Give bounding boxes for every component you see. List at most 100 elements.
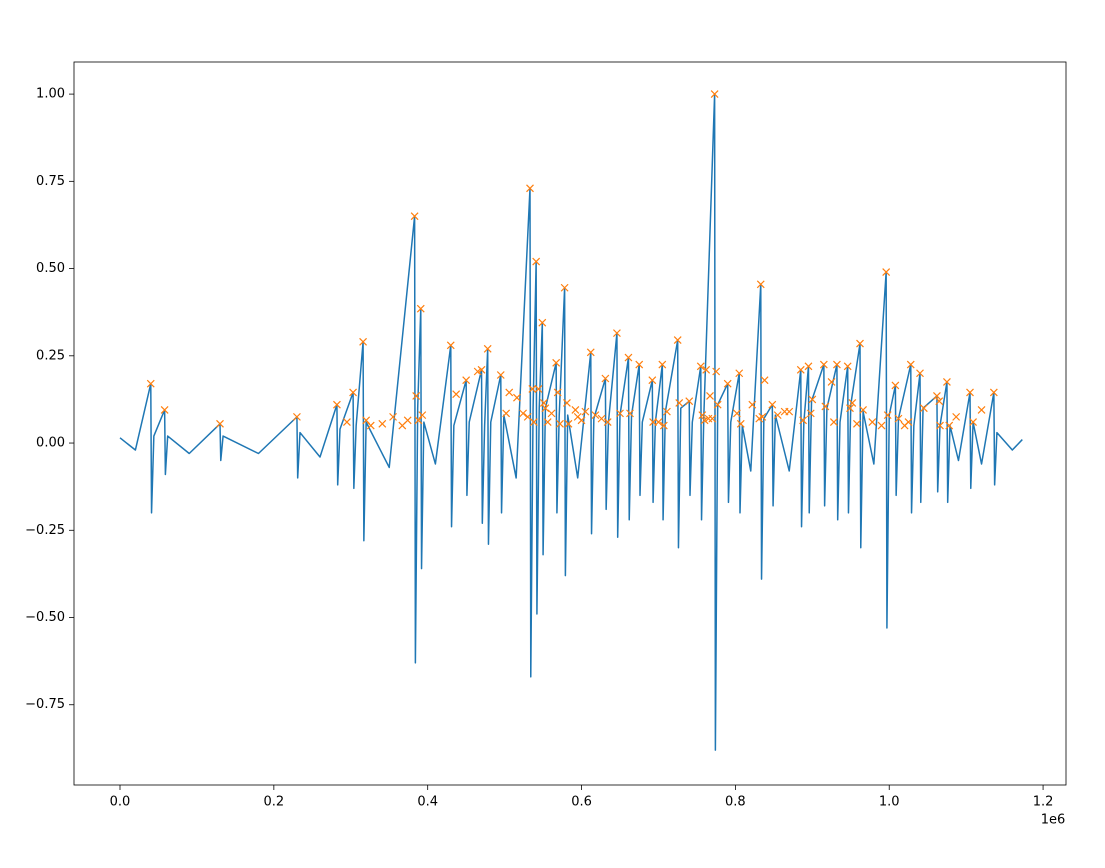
peak-marker [748,400,757,409]
peak-marker [601,374,610,383]
peak-marker [768,400,777,409]
peak-marker [868,418,877,427]
peak-marker [859,405,868,414]
peak-marker [952,412,961,421]
peak-marker [843,362,852,371]
peak-marker [832,360,841,369]
peak-marker [916,369,924,378]
peak-marker [846,404,854,413]
peak-marker [673,336,682,345]
x-offset-label: 1e6 [1041,813,1066,828]
peak-marker [418,411,427,420]
peak-marker [160,405,169,414]
peak-marker [529,418,538,427]
peak-marker [804,362,813,371]
peak-marker [552,358,561,367]
peak-marker [410,212,419,221]
peak-marker [882,268,891,276]
peak-marker [389,412,398,421]
x-tick-label: 0.0 [110,795,131,810]
peak-marker [827,378,836,386]
peak-marker [216,419,224,428]
peak-marker [452,390,461,399]
peak-marker [412,392,421,400]
peak-marker [526,184,534,193]
peak-marker [969,418,978,427]
peak-marker [966,388,974,397]
peak-marker [883,411,892,420]
peak-marker [758,412,767,421]
peak-marker [586,348,595,357]
peak-marker [702,365,711,374]
peak-marker [808,395,817,404]
peak-marker [891,381,900,390]
peak-marker [732,409,741,418]
peak-marker [685,397,694,406]
peak-marker [700,416,709,425]
y-tick-label: −0.75 [25,697,65,712]
peak-marker [571,405,580,414]
peak-marker [616,409,624,418]
peak-marker [553,388,562,397]
peak-marker [698,411,707,420]
peak-marker [378,419,387,428]
x-tick-label: 0.8 [725,795,746,810]
peak-marker [760,376,769,385]
peak-marker [543,418,552,427]
peak-marker [806,409,815,418]
peak-marker [560,283,569,292]
x-tick-label: 1.0 [879,795,900,810]
y-tick-label: 0.50 [36,261,65,276]
peak-marker [359,337,368,346]
peak-marker [736,419,745,428]
peak-marker [852,419,861,428]
peak-marker [906,360,915,369]
peak-marker [534,385,543,393]
plot-frame [73,61,1067,786]
peak-marker [829,418,838,427]
peak-marker [626,409,634,418]
peak-marker [662,407,671,416]
peak-marker [658,360,667,369]
peak-marker [942,378,951,386]
x-tick-label: 0.2 [264,795,285,810]
peak-marker [512,393,521,402]
waveform-line [119,93,1023,751]
peak-marker [989,388,998,397]
peak-marker [146,379,155,388]
peak-marker [936,421,944,430]
peak-marker [821,402,830,411]
peak-marker [713,400,722,409]
peak-marker [624,353,633,362]
peak-marker [710,90,719,99]
peak-marker [696,362,705,371]
peak-marker [796,365,805,374]
peak-marker [935,397,944,406]
peak-marker [597,414,606,423]
peak-marker [706,392,714,400]
peak-marker [519,409,528,418]
peak-marker [523,412,532,421]
peak-marker [366,421,375,430]
peak-marker [342,418,351,427]
peak-marker [528,385,537,393]
peak-marker [654,418,663,427]
peak-marker [603,418,612,427]
y-tick-label: 1.00 [36,87,65,102]
peak-marker [712,367,721,376]
peak-marker [648,376,657,385]
peak-marker [977,405,986,414]
x-tick-label: 1.2 [1033,795,1054,810]
peak-marker [756,280,765,289]
peak-marker [562,398,571,407]
peak-marker [332,400,341,409]
x-tick-label: 0.4 [417,795,438,810]
peak-marker [708,414,717,423]
peak-marker [473,367,482,376]
peak-marker [799,416,808,425]
y-tick-label: 0.75 [36,174,65,189]
peak-marker [547,409,556,418]
peak-marker [556,419,564,428]
peak-marker [904,418,913,427]
